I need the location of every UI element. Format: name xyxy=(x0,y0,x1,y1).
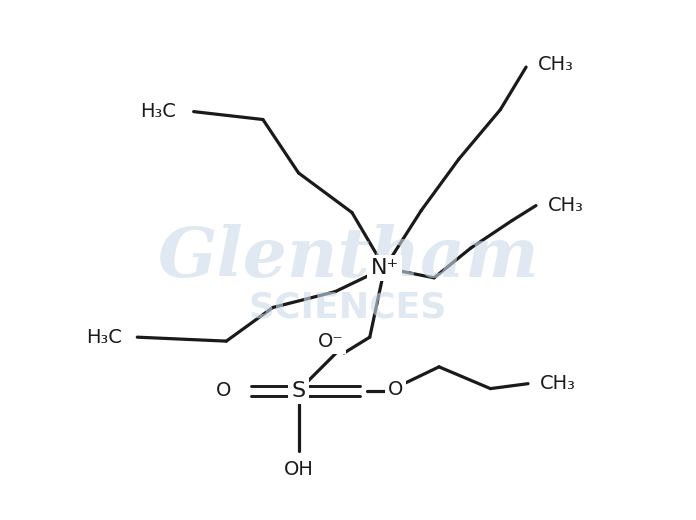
Text: CH₃: CH₃ xyxy=(548,196,583,215)
Text: SCIENCES: SCIENCES xyxy=(248,291,448,324)
Text: CH₃: CH₃ xyxy=(540,374,576,393)
Text: H₃C: H₃C xyxy=(140,102,176,121)
Text: N⁺: N⁺ xyxy=(370,258,399,278)
Text: S: S xyxy=(292,381,306,400)
Text: O: O xyxy=(388,380,403,399)
Text: O⁻: O⁻ xyxy=(317,332,343,350)
Text: CH₃: CH₃ xyxy=(538,55,574,74)
Text: H₃C: H₃C xyxy=(86,328,122,347)
Text: Glentham: Glentham xyxy=(157,224,539,292)
Text: OH: OH xyxy=(283,460,313,479)
Text: O: O xyxy=(216,381,231,400)
